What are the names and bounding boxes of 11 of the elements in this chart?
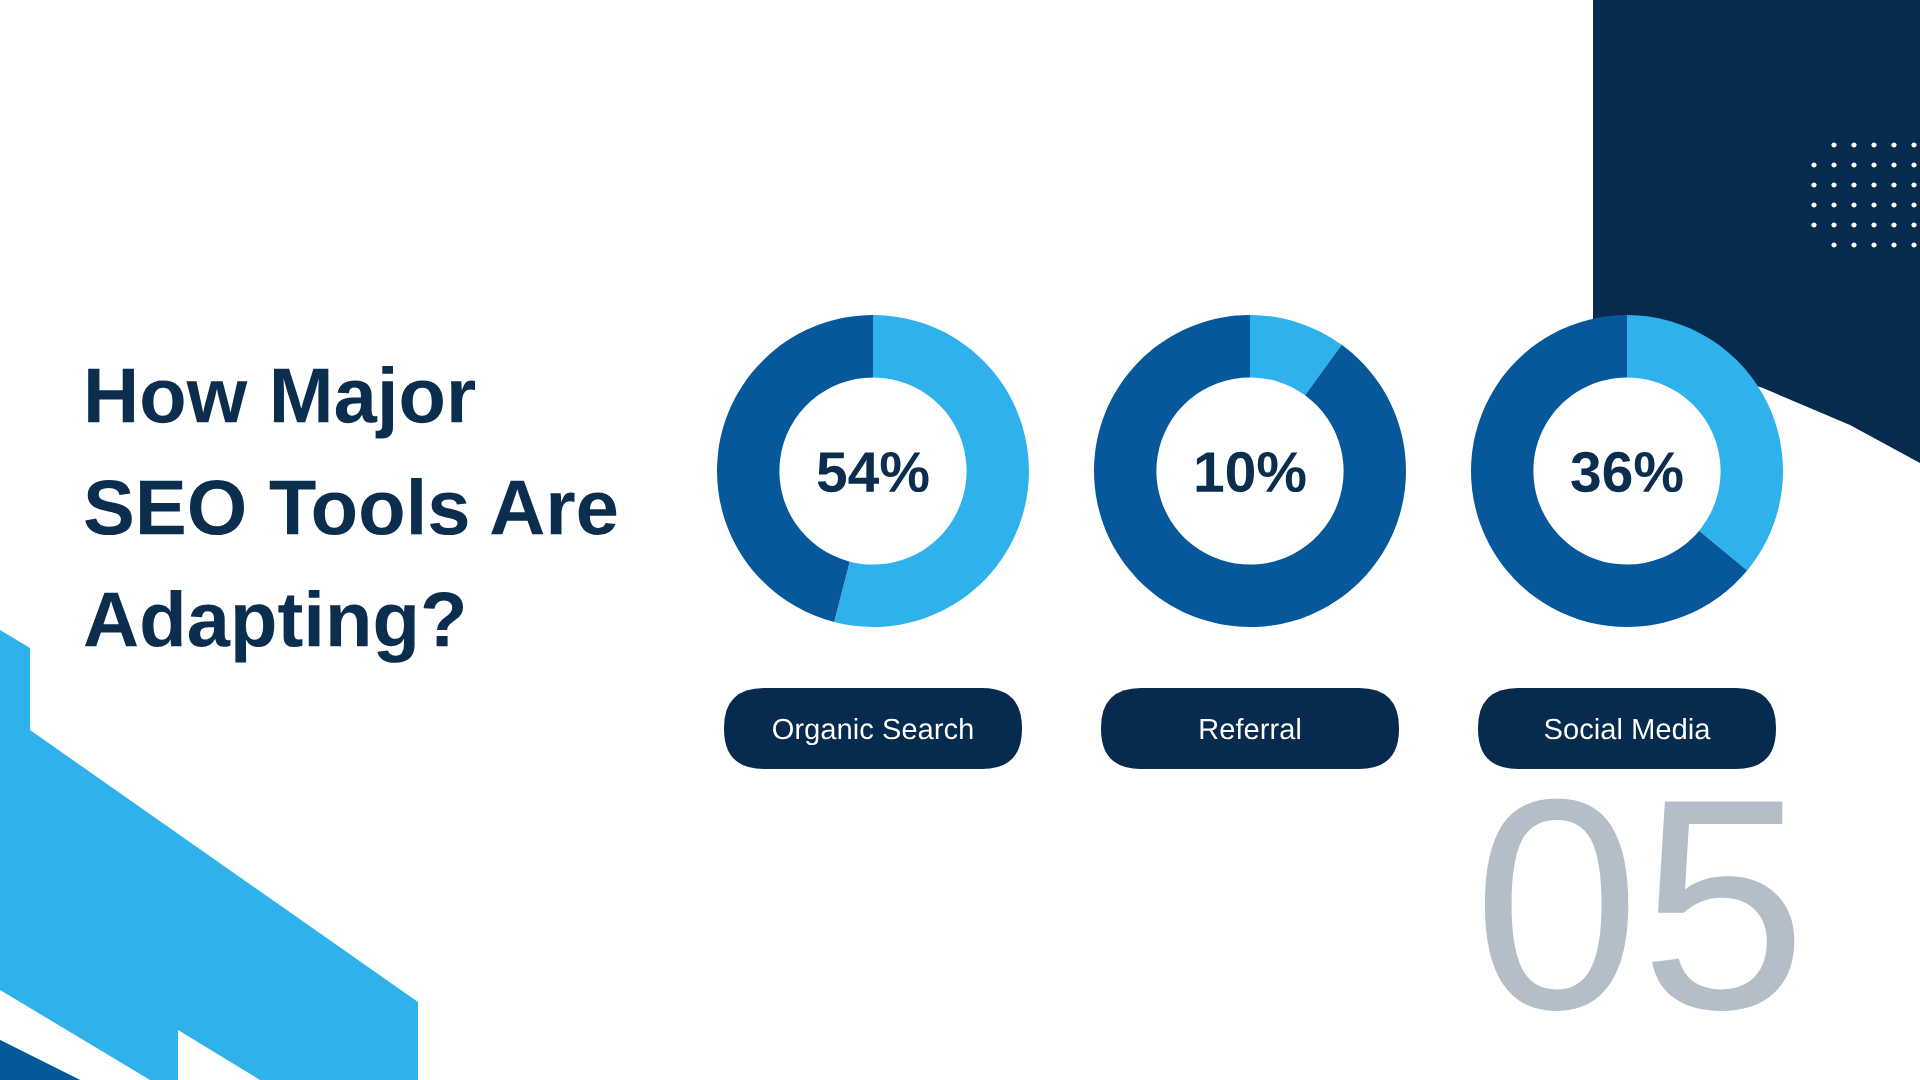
donut-slice [1471, 315, 1748, 627]
text: 05 [1484, 798, 1795, 1011]
text: 10% [1196, 451, 1306, 493]
donut-slice [1250, 315, 1342, 396]
text: How Major SEO Tools Are Adapting? [84, 366, 617, 663]
text: Social Media [1544, 717, 1711, 740]
text: Organic Search [773, 717, 973, 746]
text: Referral [1200, 717, 1300, 740]
text: 54% [817, 452, 929, 493]
donut-slice [1094, 315, 1406, 627]
text: 36% [1571, 451, 1683, 493]
